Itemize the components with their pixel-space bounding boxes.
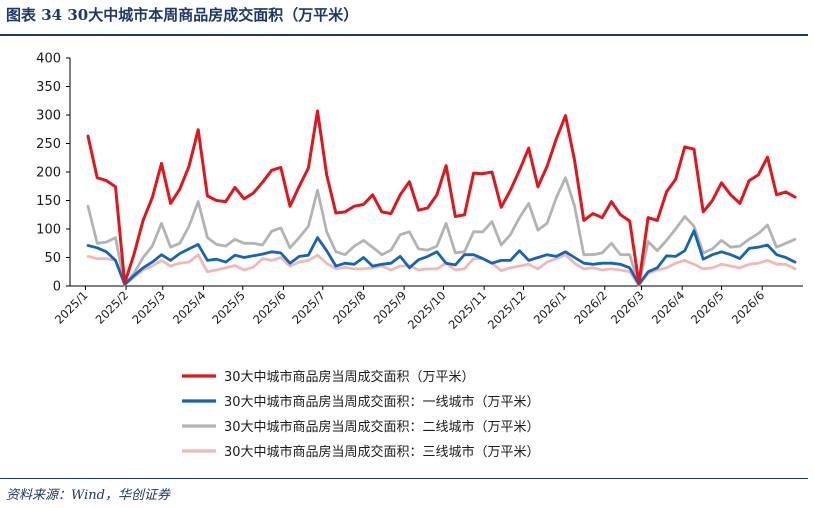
x-tick-label: 2025/4 xyxy=(170,288,209,327)
series-line-1 xyxy=(86,229,797,286)
y-tick-label: 200 xyxy=(36,166,61,181)
x-tick-label: 2026/6 xyxy=(729,288,768,327)
legend-label-2: 30大中城市商品房当周成交面积：二线城市（万平米） xyxy=(224,419,540,435)
y-tick-label: 50 xyxy=(44,251,61,266)
x-tick-label: 2026/2 xyxy=(571,288,610,327)
x-tick-label: 2026/5 xyxy=(688,288,727,327)
legend-label-1: 30大中城市商品房当周成交面积：一线城市（万平米） xyxy=(224,394,540,410)
legend: 30大中城市商品房当周成交面积（万平米） 30大中城市商品房当周成交面积：一线城市… xyxy=(182,369,540,460)
y-tick-label: 150 xyxy=(36,194,61,209)
x-tick-label: 2025/3 xyxy=(129,288,168,327)
y-tick-label: 400 xyxy=(36,52,61,67)
chart-title: 图表 34 30大中城市本周商品房成交面积（万平米） xyxy=(6,6,359,24)
x-tick-label: 2026/4 xyxy=(649,288,688,327)
y-axis: 0 50 100 150 200 250 300 350 400 xyxy=(36,52,71,295)
y-tick-label: 300 xyxy=(36,109,61,124)
x-tick-label: 2025/10 xyxy=(405,288,449,332)
title-divider xyxy=(0,34,808,36)
x-tick-label: 2025/12 xyxy=(485,288,529,332)
legend-label-0: 30大中城市商品房当周成交面积（万平米） xyxy=(224,369,475,385)
y-tick-label: 250 xyxy=(36,137,61,152)
x-tick-label: 2025/5 xyxy=(209,288,248,327)
series-line-3 xyxy=(86,253,797,287)
legend-label-3: 30大中城市商品房当周成交面积：三线城市（万平米） xyxy=(224,444,540,460)
series-line-2 xyxy=(86,176,797,287)
x-tick-label: 2025/7 xyxy=(289,288,328,327)
x-tick-label: 2026/1 xyxy=(531,288,570,327)
x-tick-label: 2026/3 xyxy=(608,288,647,327)
line-chart: 0 50 100 150 200 250 300 350 400 2025/1 2025/2202… xyxy=(36,52,803,460)
footer-divider xyxy=(0,478,808,479)
x-tick-label: 2025/11 xyxy=(446,288,490,332)
y-tick-label: 0 xyxy=(53,280,61,295)
source-note: 资料来源：Wind，华创证券 xyxy=(6,488,170,503)
x-tick-label: 2025/8 xyxy=(330,288,369,327)
series-layer xyxy=(86,109,797,287)
x-tick-label: 2025/6 xyxy=(250,288,289,327)
y-tick-label: 350 xyxy=(36,80,61,95)
x-tick-label: 2025/9 xyxy=(371,288,410,327)
y-tick-label: 100 xyxy=(36,223,61,238)
series-line-0 xyxy=(86,109,797,285)
x-tick-label: 2025/2 xyxy=(93,288,132,327)
